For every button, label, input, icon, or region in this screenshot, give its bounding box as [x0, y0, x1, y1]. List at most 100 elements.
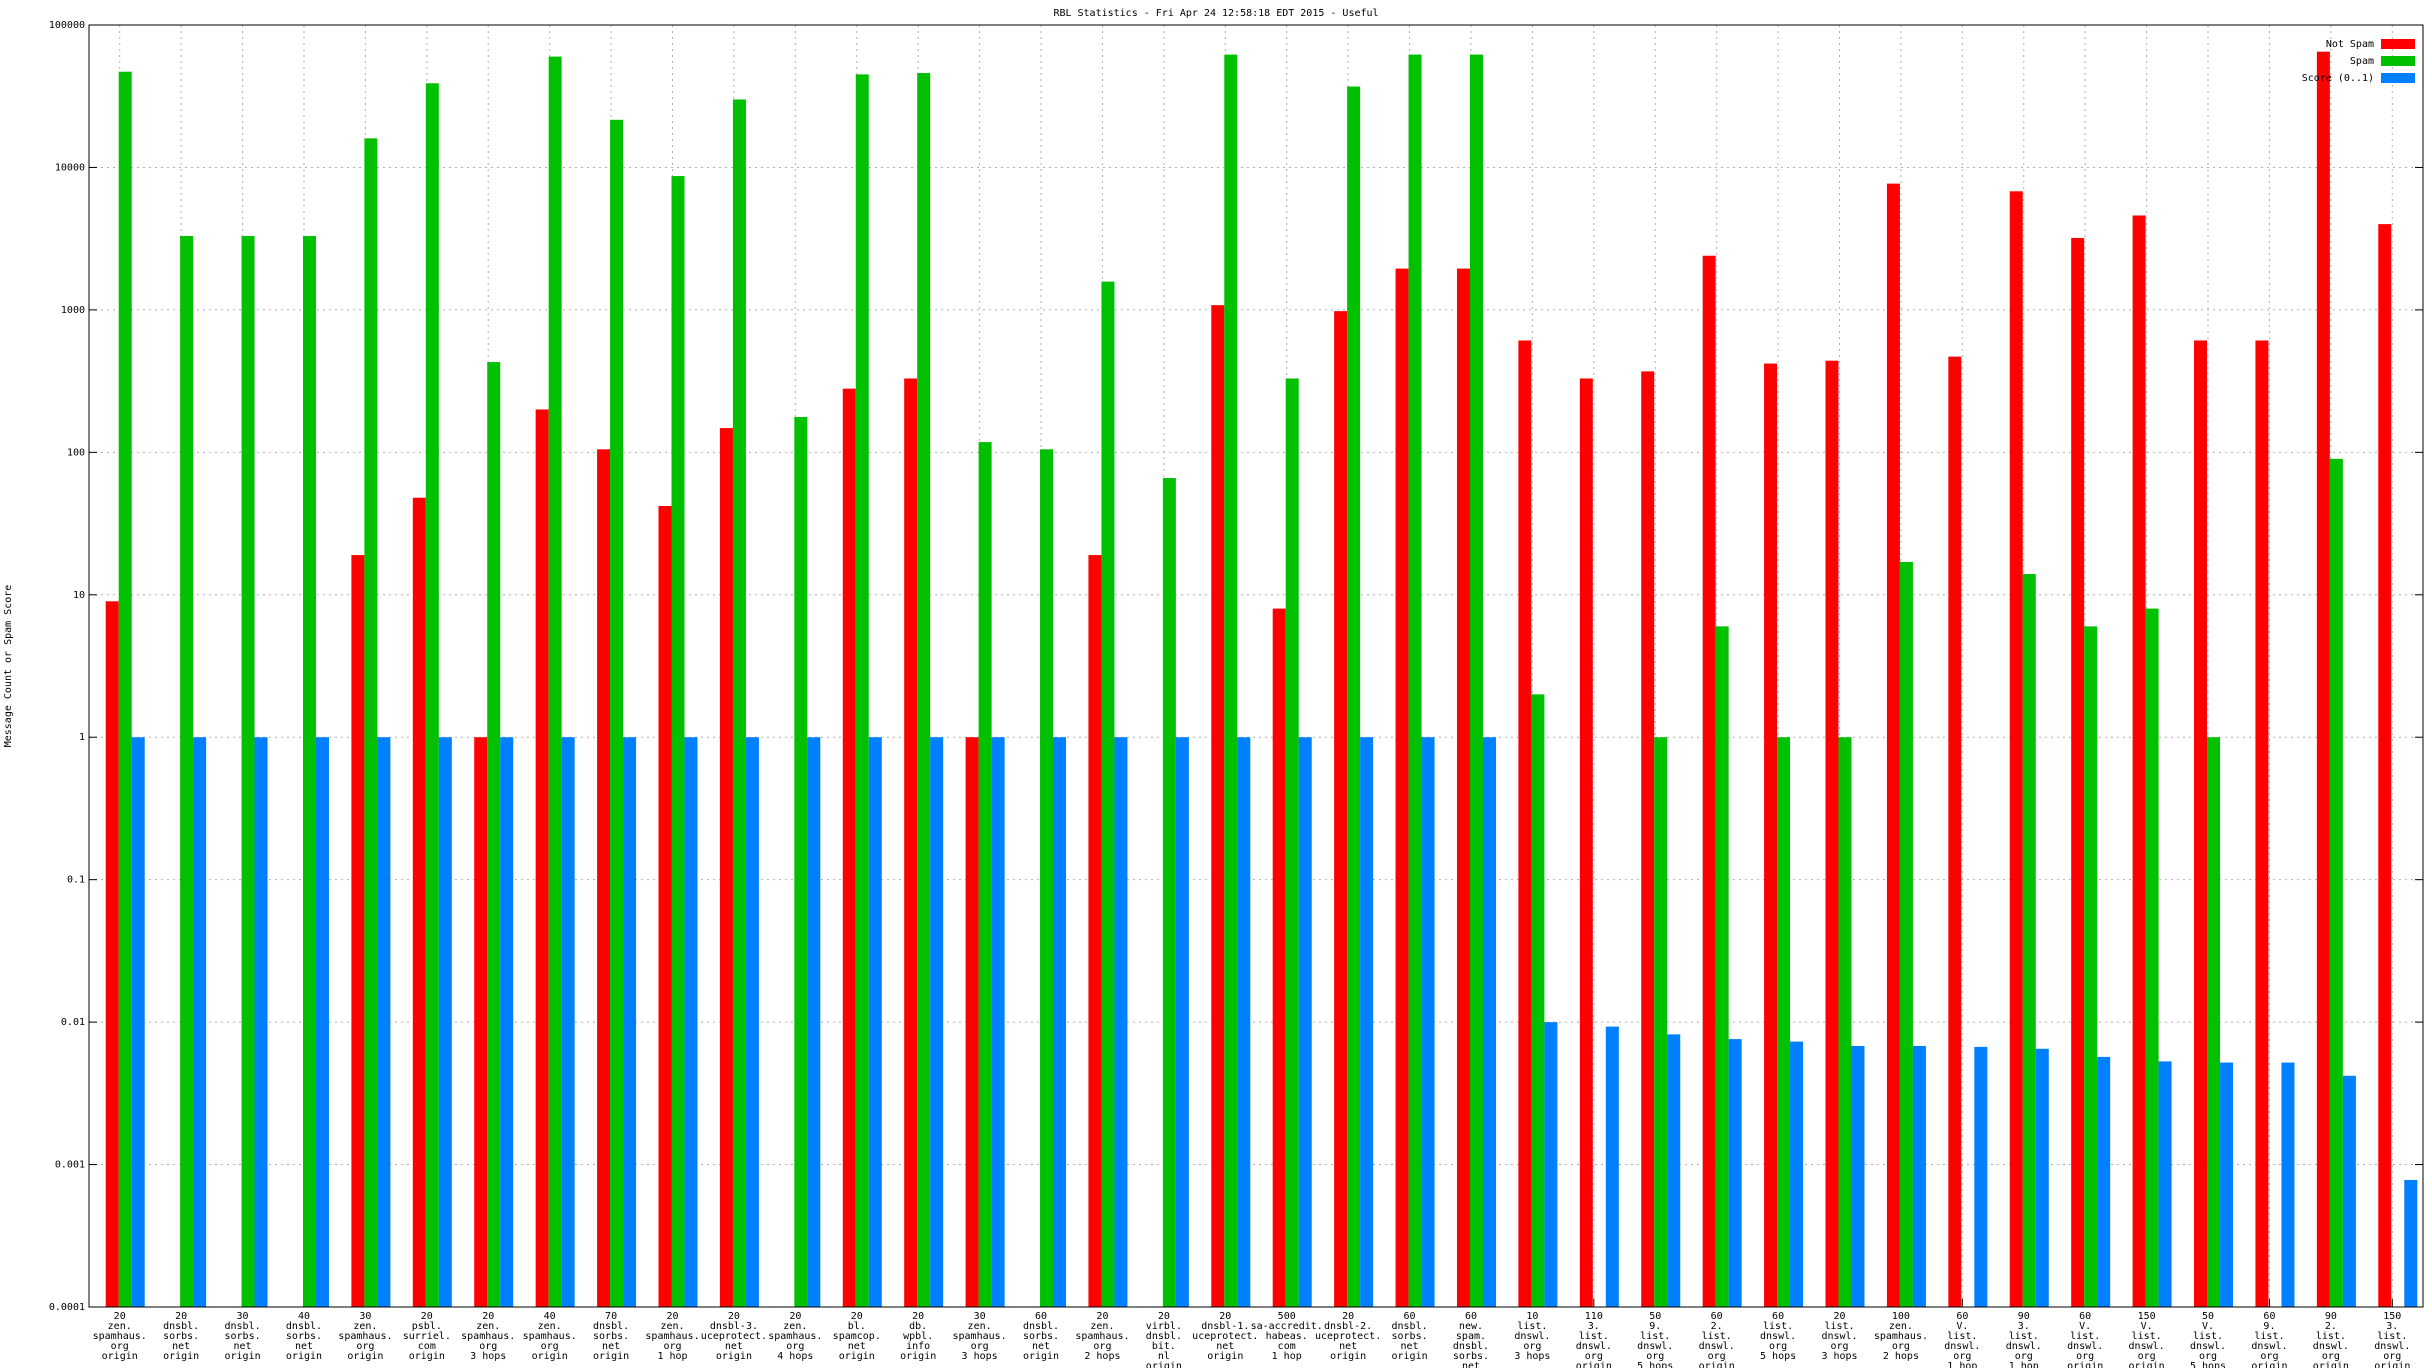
x-tick-label: 60 V. list. dnswl. org 1 hop: [1944, 1311, 1980, 1368]
x-tick-label: 20 dnsbl-3. uceprotect. net origin: [701, 1311, 767, 1362]
bar: [2342, 1075, 2356, 1307]
bar: [1654, 737, 1668, 1307]
bar: [2378, 224, 2392, 1307]
bar: [1334, 311, 1348, 1307]
bar: [1298, 737, 1312, 1307]
bar: [904, 378, 918, 1308]
plot-frame: [88, 24, 2424, 1308]
bar: [1948, 356, 1962, 1307]
bar: [1715, 626, 1729, 1307]
bar: [671, 176, 685, 1308]
legend-swatch: [2381, 56, 2415, 66]
bar: [1667, 1034, 1681, 1307]
bar: [1175, 737, 1189, 1307]
x-tick-label: 500 sa-accredit. habeas. com 1 hop: [1251, 1311, 1323, 1362]
x-tick-label: 60 9. list. dnswl. org origin: [2251, 1311, 2287, 1368]
bar: [500, 737, 514, 1307]
bar: [794, 417, 808, 1307]
x-tick-label: 30 zen. spamhaus. org origin: [338, 1311, 392, 1362]
bar: [719, 428, 733, 1307]
x-tick-label: 90 3. list. dnswl. org 1 hop: [2006, 1311, 2042, 1368]
bar: [1702, 255, 1716, 1308]
bar: [364, 138, 378, 1308]
bar: [684, 737, 698, 1307]
bar: [2255, 340, 2269, 1307]
bar: [1421, 737, 1435, 1307]
bar: [561, 737, 575, 1307]
bar: [1518, 340, 1532, 1307]
bar: [105, 601, 119, 1307]
x-tick-label: 50 V. list. dnswl. org 5 hops: [2190, 1311, 2226, 1368]
bar: [2022, 573, 2036, 1307]
legend-swatch: [2381, 73, 2415, 83]
legend-label: Not Spam: [2326, 39, 2374, 50]
x-tick-label: 40 dnsbl. sorbs. net origin: [286, 1311, 322, 1362]
bar: [412, 497, 426, 1307]
bar: [193, 737, 207, 1307]
bar: [351, 555, 365, 1307]
x-tick-label: 20 psbl. surriel. com origin: [403, 1311, 451, 1362]
x-tick-label: 60 2. list. dnswl. org origin: [1699, 1311, 1735, 1368]
bar: [1088, 555, 1102, 1307]
bar: [1974, 1046, 1988, 1307]
bar: [1544, 1022, 1558, 1307]
bar: [1360, 737, 1374, 1307]
bar: [868, 737, 882, 1307]
bar: [991, 737, 1005, 1307]
bar: [180, 236, 194, 1308]
x-tick-label: 10 list. dnswl. org 3 hops: [1514, 1311, 1550, 1362]
bar: [1728, 1039, 1742, 1307]
bar: [1224, 54, 1238, 1308]
x-tick-label: 100 zen. spamhaus. org 2 hops: [1874, 1311, 1928, 1362]
bar: [131, 737, 145, 1307]
bar: [2158, 1061, 2172, 1307]
bar: [2404, 1179, 2418, 1307]
bar: [1040, 449, 1054, 1307]
x-tick-label: 20 db. wpbl. info origin: [900, 1311, 936, 1362]
x-tick-label: 20 dnsbl-2. uceprotect. net origin: [1315, 1311, 1381, 1362]
bar: [855, 74, 869, 1307]
bar: [1285, 378, 1299, 1308]
bar: [548, 56, 562, 1308]
y-axis-label: Message Count or Spam Score: [3, 585, 14, 748]
bar: [487, 362, 501, 1308]
bar: [2207, 737, 2221, 1307]
bar: [1456, 268, 1470, 1307]
x-tick-label: 20 zen. spamhaus. org 2 hops: [1075, 1311, 1129, 1362]
bar: [658, 505, 672, 1307]
bar: [978, 442, 992, 1308]
bar: [930, 737, 944, 1307]
bar: [1347, 86, 1361, 1307]
bar: [597, 449, 611, 1307]
bar: [2281, 1062, 2295, 1307]
bar: [2071, 237, 2085, 1307]
x-tick-label: 150 V. list. dnswl. org origin: [2129, 1311, 2165, 1368]
x-tick-label: 60 list. dnswl. org 5 hops: [1760, 1311, 1796, 1362]
bar: [2316, 51, 2330, 1308]
bar: [1605, 1026, 1619, 1307]
x-tick-label: 30 dnsbl. sorbs. net origin: [224, 1311, 260, 1362]
bar: [1851, 1045, 1865, 1307]
bar: [1764, 363, 1778, 1307]
x-tick-label: 110 3. list. dnswl. org origin: [1576, 1311, 1612, 1368]
bar: [1886, 183, 1900, 1308]
x-tick-label: 30 zen. spamhaus. org 3 hops: [953, 1311, 1007, 1362]
legend-swatch: [2381, 39, 2415, 49]
y-tick-label: 100: [67, 447, 85, 458]
x-tick-label: 20 zen. spamhaus. org 3 hops: [461, 1311, 515, 1362]
x-tick-label: 50 9. list. dnswl. org 5 hops: [1637, 1311, 1673, 1368]
bar: [425, 83, 439, 1307]
x-tick-label: 20 zen. spamhaus. org 4 hops: [768, 1311, 822, 1362]
y-tick-label: 0.0001: [49, 1302, 85, 1313]
x-tick-label: 150 3. list. dnswl. org origin: [2374, 1311, 2410, 1368]
bar: [1408, 54, 1422, 1308]
bar: [1053, 737, 1067, 1307]
x-tick-label: 20 dnsbl. sorbs. net origin: [163, 1311, 199, 1362]
bar: [732, 99, 746, 1307]
bar: [254, 737, 268, 1307]
bar: [2194, 340, 2208, 1307]
y-tick-label: 0.1: [67, 875, 85, 886]
bar: [2220, 1062, 2234, 1307]
x-tick-label: 60 dnsbl. sorbs. net origin: [1023, 1311, 1059, 1362]
